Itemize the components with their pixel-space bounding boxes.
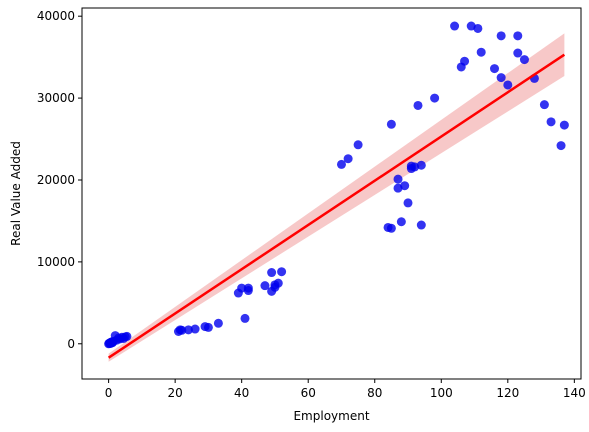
data-point — [267, 268, 277, 278]
x-axis-label: Employment — [293, 409, 369, 423]
y-tick-label: 10000 — [37, 255, 75, 269]
data-point — [273, 278, 283, 288]
confidence-band — [108, 33, 565, 362]
data-point — [473, 23, 483, 33]
data-point — [183, 325, 193, 335]
confidence-band-layer — [108, 33, 565, 362]
data-point — [213, 318, 223, 328]
data-point — [539, 100, 549, 110]
data-point — [513, 48, 523, 58]
data-point — [490, 64, 500, 74]
data-point — [353, 140, 363, 150]
x-tick-label: 0 — [105, 386, 113, 400]
data-point — [177, 325, 187, 335]
data-point — [260, 281, 270, 291]
x-tick-label: 20 — [168, 386, 183, 400]
x-tick-label: 100 — [430, 386, 453, 400]
data-point — [559, 120, 569, 130]
data-points-layer — [104, 21, 569, 349]
data-point — [386, 223, 396, 233]
data-point — [450, 21, 460, 31]
x-tick-label: 40 — [234, 386, 249, 400]
y-axis-ticks: 0 10000 20000 30000 40000 — [37, 9, 82, 351]
data-point — [396, 217, 406, 227]
data-point — [416, 220, 426, 230]
y-tick-label: 0 — [67, 337, 75, 351]
x-axis-ticks: 0 20 40 60 80 100 120 140 — [105, 379, 586, 400]
data-point — [546, 117, 556, 127]
plot-frame — [81, 7, 582, 380]
data-point — [203, 322, 213, 332]
x-tick-label: 140 — [563, 386, 586, 400]
data-point — [400, 181, 410, 191]
y-tick-label: 40000 — [37, 9, 75, 23]
data-point — [413, 100, 423, 110]
data-point — [122, 331, 132, 341]
data-point — [416, 160, 426, 170]
data-point — [513, 31, 523, 41]
data-point — [190, 324, 200, 334]
data-point — [343, 154, 353, 164]
data-point — [503, 80, 513, 90]
data-point — [496, 31, 506, 41]
data-point — [386, 119, 396, 129]
data-point — [519, 55, 529, 65]
data-point — [240, 313, 250, 323]
y-tick-label: 30000 — [37, 91, 75, 105]
y-tick-label: 20000 — [37, 173, 75, 187]
x-tick-label: 60 — [301, 386, 316, 400]
data-point — [393, 174, 403, 184]
data-point — [403, 198, 413, 208]
x-tick-label: 80 — [367, 386, 382, 400]
data-point — [336, 159, 346, 169]
regression-line — [107, 53, 566, 359]
regression-line-layer — [107, 53, 566, 359]
y-axis-label: Real Value Added — [9, 141, 23, 246]
data-point — [460, 56, 470, 66]
data-point — [243, 283, 253, 293]
data-point — [496, 73, 506, 83]
data-point — [476, 47, 486, 57]
data-point — [430, 93, 440, 103]
data-point — [556, 141, 566, 151]
data-point — [277, 267, 287, 277]
x-tick-label: 120 — [496, 386, 519, 400]
